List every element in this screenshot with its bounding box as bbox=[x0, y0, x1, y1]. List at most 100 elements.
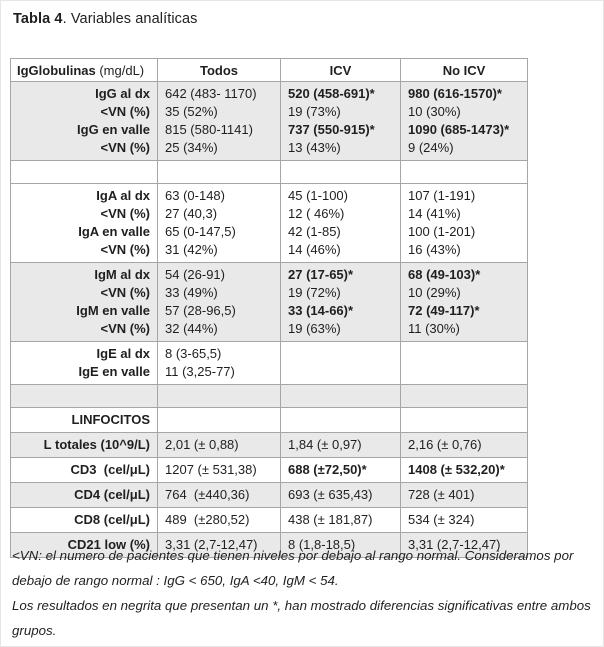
cell-value: 65 (0-147,5) bbox=[165, 224, 236, 239]
cell-value: 489 (±280,52) bbox=[165, 512, 250, 527]
row-label: IgG al dx bbox=[95, 86, 150, 101]
cell-value: 2,01 (± 0,88) bbox=[165, 437, 239, 452]
row-label: <VN (%) bbox=[100, 321, 150, 336]
row-label: <VN (%) bbox=[100, 140, 150, 155]
cell-value: 57 (28-96,5) bbox=[165, 303, 236, 318]
cell-value: 693 (± 635,43) bbox=[288, 487, 373, 502]
row-label: LINFOCITOS bbox=[71, 412, 150, 427]
l-totales-row: L totales (10^9/L) 2,01 (± 0,88) 1,84 (± 0… bbox=[10, 432, 528, 458]
cell-value: 35 (52%) bbox=[165, 104, 218, 119]
l-totales-row-labels: L totales (10^9/L) bbox=[10, 432, 158, 458]
row-label: IgE en valle bbox=[78, 364, 150, 379]
row-label: CD4 (cel/μL) bbox=[74, 487, 150, 502]
cell-value: 2,16 (± 0,76) bbox=[408, 437, 482, 452]
cell-value: 534 (± 324) bbox=[408, 512, 475, 527]
cell-value: 63 (0-148) bbox=[165, 188, 225, 203]
iga-block-col3: 107 (1-191) 14 (41%) 100 (1-201) 16 (43%) bbox=[400, 183, 528, 263]
spacer-row-1-col2 bbox=[280, 160, 401, 184]
spacer-row-1-col1 bbox=[157, 160, 281, 184]
row-label: CD8 (cel/μL) bbox=[74, 512, 150, 527]
cell-value: 12 ( 46%) bbox=[288, 206, 345, 221]
row-label: CD3 (cel/μL) bbox=[70, 462, 150, 477]
row-label: IgG en valle bbox=[77, 122, 150, 137]
row-label: <VN (%) bbox=[100, 242, 150, 257]
cell-value: 8 (3-65,5) bbox=[165, 346, 222, 361]
l-totales-row-col3: 2,16 (± 0,76) bbox=[400, 432, 528, 458]
cell-value bbox=[288, 363, 398, 381]
ige-block: IgE al dx IgE en valle 8 (3-65,5) 11 (3,25-… bbox=[10, 341, 528, 385]
row-label: IgM al dx bbox=[94, 267, 150, 282]
igm-block-col3: 68 (49-103)* 10 (29%) 72 (49-117)* 11 (30%) bbox=[400, 262, 528, 342]
cd3-row-labels: CD3 (cel/μL) bbox=[10, 457, 158, 483]
cell-value: 8 (1,8-18,5) bbox=[288, 537, 356, 552]
cd21-row-col3: 3,31 (2,7-12,47) bbox=[400, 532, 528, 558]
variables-analiticas-table: IgGlobulinas (mg/dL) Todos ICV No ICV Ig… bbox=[10, 58, 528, 558]
cell-value bbox=[288, 411, 398, 429]
table-title-text: . Variables analíticas bbox=[62, 11, 198, 27]
cell-value: 68 (49-103)* bbox=[408, 267, 481, 282]
cell-value: 980 (616-1570)* bbox=[408, 86, 502, 101]
cell-value: 1207 (± 531,38) bbox=[165, 462, 257, 477]
linfocitos-header-row-col1 bbox=[157, 407, 281, 433]
spacer-row-2-col2 bbox=[280, 384, 401, 408]
cell-value: 1,84 (± 0,97) bbox=[288, 437, 362, 452]
cd4-row-col3: 728 (± 401) bbox=[400, 482, 528, 508]
table-title: Tabla 4. Variables analíticas bbox=[13, 11, 198, 27]
cell-value bbox=[288, 345, 398, 363]
cell-value: 72 (49-117)* bbox=[408, 303, 480, 318]
cd3-row-col1: 1207 (± 531,38) bbox=[157, 457, 281, 483]
cell-value: 25 (34%) bbox=[165, 140, 218, 155]
spacer-row-1-labels bbox=[10, 160, 158, 184]
linfocitos-header-row-labels: LINFOCITOS bbox=[10, 407, 158, 433]
igg-block-col2: 520 (458-691)* 19 (73%) 737 (550-915)* 13 (… bbox=[280, 81, 401, 161]
row-label: <VN (%) bbox=[100, 206, 150, 221]
spacer-row-1-col3 bbox=[400, 160, 528, 184]
iga-block-labels: IgA al dx <VN (%) IgA en valle <VN (%) bbox=[10, 183, 158, 263]
igm-block-col1: 54 (26-91) 33 (49%) 57 (28-96,5) 32 (44%) bbox=[157, 262, 281, 342]
cell-value: 3,31 (2,7-12,47) bbox=[408, 537, 501, 552]
header-igglobulinas-label: IgGlobulinas bbox=[17, 63, 96, 78]
cell-value: 54 (26-91) bbox=[165, 267, 225, 282]
igm-block-labels: IgM al dx <VN (%) IgM en valle <VN (%) bbox=[10, 262, 158, 342]
header-icv: ICV bbox=[280, 58, 401, 82]
cell-value: 11 (3,25-77) bbox=[165, 364, 235, 379]
cd8-row-col2: 438 (± 181,87) bbox=[280, 507, 401, 533]
spacer-row-1 bbox=[10, 160, 528, 184]
row-label: IgA en valle bbox=[78, 224, 150, 239]
ige-block-labels: IgE al dx IgE en valle bbox=[10, 341, 158, 385]
cell-value: 45 (1-100) bbox=[288, 188, 348, 203]
igg-block: IgG al dx <VN (%) IgG en valle <VN (%) 642 (… bbox=[10, 81, 528, 161]
spacer-row-2-col1 bbox=[157, 384, 281, 408]
cell-value: 32 (44%) bbox=[165, 321, 218, 336]
cell-value bbox=[408, 345, 525, 363]
cell-value: 815 (580-1141) bbox=[165, 122, 253, 137]
cell-value bbox=[165, 411, 278, 429]
row-label: CD21 low (%) bbox=[67, 537, 150, 552]
ige-block-col2 bbox=[280, 341, 401, 385]
igg-block-col3: 980 (616-1570)* 10 (30%) 1090 (685-1473)* 9… bbox=[400, 81, 528, 161]
cell-value: 14 (41%) bbox=[408, 206, 461, 221]
table-body: IgG al dx <VN (%) IgG en valle <VN (%) 642 (… bbox=[10, 81, 528, 558]
row-label: IgA al dx bbox=[96, 188, 150, 203]
cell-value: 9 (24%) bbox=[408, 140, 454, 155]
cell-value: 10 (29%) bbox=[408, 285, 461, 300]
cell-value: 10 (30%) bbox=[408, 104, 461, 119]
table-title-number: Tabla 4 bbox=[13, 11, 63, 27]
ige-block-col1: 8 (3-65,5) 11 (3,25-77) bbox=[157, 341, 281, 385]
cd8-row-labels: CD8 (cel/μL) bbox=[10, 507, 158, 533]
iga-block-col1: 63 (0-148) 27 (40,3) 65 (0-147,5) 31 (42%) bbox=[157, 183, 281, 263]
cd3-row-col3: 1408 (± 532,20)* bbox=[400, 457, 528, 483]
cell-value bbox=[408, 411, 525, 429]
cd8-row: CD8 (cel/μL) 489 (±280,52) 438 (± 181,87) 5… bbox=[10, 507, 528, 533]
cell-value: 19 (63%) bbox=[288, 321, 341, 336]
header-no-icv: No ICV bbox=[400, 58, 528, 82]
cd21-row-col2: 8 (1,8-18,5) bbox=[280, 532, 401, 558]
cell-value: 42 (1-85) bbox=[288, 224, 341, 239]
iga-block: IgA al dx <VN (%) IgA en valle <VN (%) 63 (0… bbox=[10, 183, 528, 263]
cell-value: 11 (30%) bbox=[408, 321, 460, 336]
cell-value: 1408 (± 532,20)* bbox=[408, 462, 505, 477]
cell-value: 19 (73%) bbox=[288, 104, 341, 119]
cell-value: 688 (±72,50)* bbox=[288, 462, 367, 477]
spacer-row-2-col3 bbox=[400, 384, 528, 408]
row-label: IgE al dx bbox=[96, 346, 150, 361]
